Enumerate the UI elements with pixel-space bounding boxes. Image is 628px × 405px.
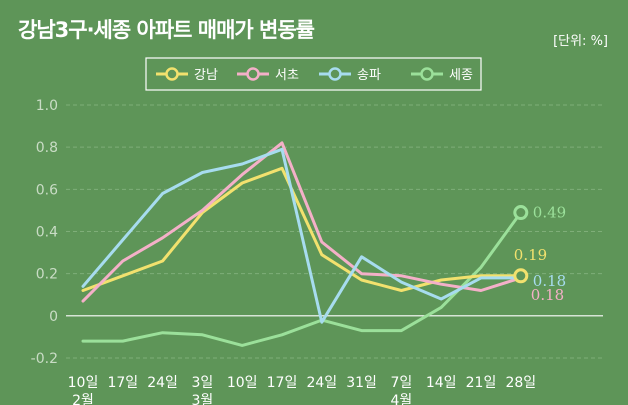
legend-marker [246,67,260,81]
legend-marker [328,67,342,81]
x-tick-label: 10일 [227,375,258,391]
x-tick-month-label: 4월 [391,393,413,405]
legend-label: 서초 [275,68,299,83]
series-line-강남 [81,166,523,292]
end-label-서초: 0.18 [531,286,564,304]
unit-label: [단위: %] [553,34,608,49]
series-line-서초 [81,141,523,303]
legend-label: 세종 [449,68,473,83]
y-tick-label: 1.0 [36,98,58,114]
end-marker-세종 [513,205,529,221]
end-label-세종: 0.49 [533,204,566,222]
legend: 강남 서초 송파 세종 [145,57,482,91]
x-tick-label: 17일 [267,375,298,391]
y-tick-label: 0.8 [36,140,58,156]
x-tick-label: 17일 [107,375,138,391]
gridlines [66,104,603,359]
x-tick-month-label: 2월 [72,393,94,405]
end-label-강남: 0.19 [514,246,547,264]
x-tick-label: 14일 [426,375,457,391]
x-tick-label: 7일 [391,375,413,391]
x-tick-label: 3일 [192,375,214,391]
y-tick-label: 0.4 [36,225,58,241]
end-label-송파: 0.18 [533,272,566,290]
x-tick-label: 24일 [147,375,178,391]
x-tick-label: 31일 [346,375,377,391]
series-line-세종 [81,211,523,347]
y-tick-label: -0.2 [31,351,58,367]
series-line-송파 [81,147,523,324]
chart-title: 강남3구·세종 아파트 매매가 변동률 [18,18,315,42]
x-tick-label: 24일 [306,375,337,391]
legend-label: 송파 [357,68,381,83]
y-tick-label: 0.2 [36,267,58,283]
legend-label: 강남 [194,68,218,83]
legend-box [145,57,482,91]
legend-marker [420,67,434,81]
x-tick-label: 21일 [466,375,497,391]
series-lines [81,141,523,347]
y-tick-label: 0.6 [36,182,58,198]
x-tick-month-label: 3월 [192,393,214,405]
end-marker-강남 [513,268,529,284]
y-tick-label: 0 [49,309,58,325]
legend-marker [165,67,179,81]
end-markers: 0.19 0.180.18 0.49 [513,204,566,304]
x-tick-label: 28일 [505,375,536,391]
x-axis-ticks: 10일 2월 17일 24일 3일 3월 10일 17일 24일 31일 7일 4월 14일 21일 28일 [68,375,537,405]
x-tick-label: 10일 [68,375,99,391]
y-axis-ticks: 1.0 0.8 0.6 0.4 0.2 0 -0.2 [31,98,58,367]
